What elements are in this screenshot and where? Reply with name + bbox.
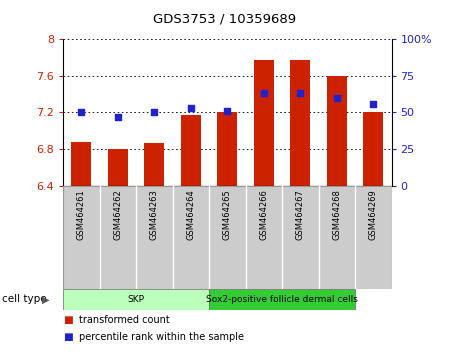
- Bar: [144, 143, 164, 186]
- Text: ■: ■: [63, 315, 73, 325]
- Text: GSM464265: GSM464265: [223, 189, 232, 240]
- Point: [187, 105, 194, 111]
- Text: GSM464268: GSM464268: [332, 189, 341, 240]
- Text: percentile rank within the sample: percentile rank within the sample: [79, 332, 244, 342]
- Bar: [209, 289, 355, 310]
- Bar: [181, 115, 201, 186]
- Point: [333, 95, 340, 101]
- Point: [151, 110, 158, 115]
- Point: [369, 101, 377, 107]
- Point: [224, 108, 231, 114]
- Text: transformed count: transformed count: [79, 315, 170, 325]
- Bar: [108, 149, 128, 186]
- Text: SKP: SKP: [127, 295, 144, 304]
- Bar: [71, 142, 91, 186]
- Text: ■: ■: [63, 332, 73, 342]
- Point: [114, 114, 122, 120]
- Text: ▶: ▶: [42, 295, 50, 305]
- Point: [297, 91, 304, 96]
- Bar: [63, 289, 209, 310]
- Bar: [254, 60, 274, 186]
- Bar: [290, 60, 310, 186]
- Point: [260, 91, 267, 96]
- Bar: [327, 76, 347, 186]
- Text: GSM464263: GSM464263: [150, 189, 159, 240]
- Point: [78, 110, 85, 115]
- Text: GSM464261: GSM464261: [77, 189, 86, 240]
- Text: GSM464262: GSM464262: [113, 189, 122, 240]
- Text: GDS3753 / 10359689: GDS3753 / 10359689: [153, 12, 297, 25]
- Text: Sox2-positive follicle dermal cells: Sox2-positive follicle dermal cells: [206, 295, 358, 304]
- Bar: [217, 113, 237, 186]
- Text: GSM464269: GSM464269: [369, 189, 378, 240]
- Bar: [363, 113, 383, 186]
- Text: GSM464266: GSM464266: [259, 189, 268, 240]
- Text: GSM464264: GSM464264: [186, 189, 195, 240]
- Text: cell type: cell type: [2, 294, 47, 304]
- Text: GSM464267: GSM464267: [296, 189, 305, 240]
